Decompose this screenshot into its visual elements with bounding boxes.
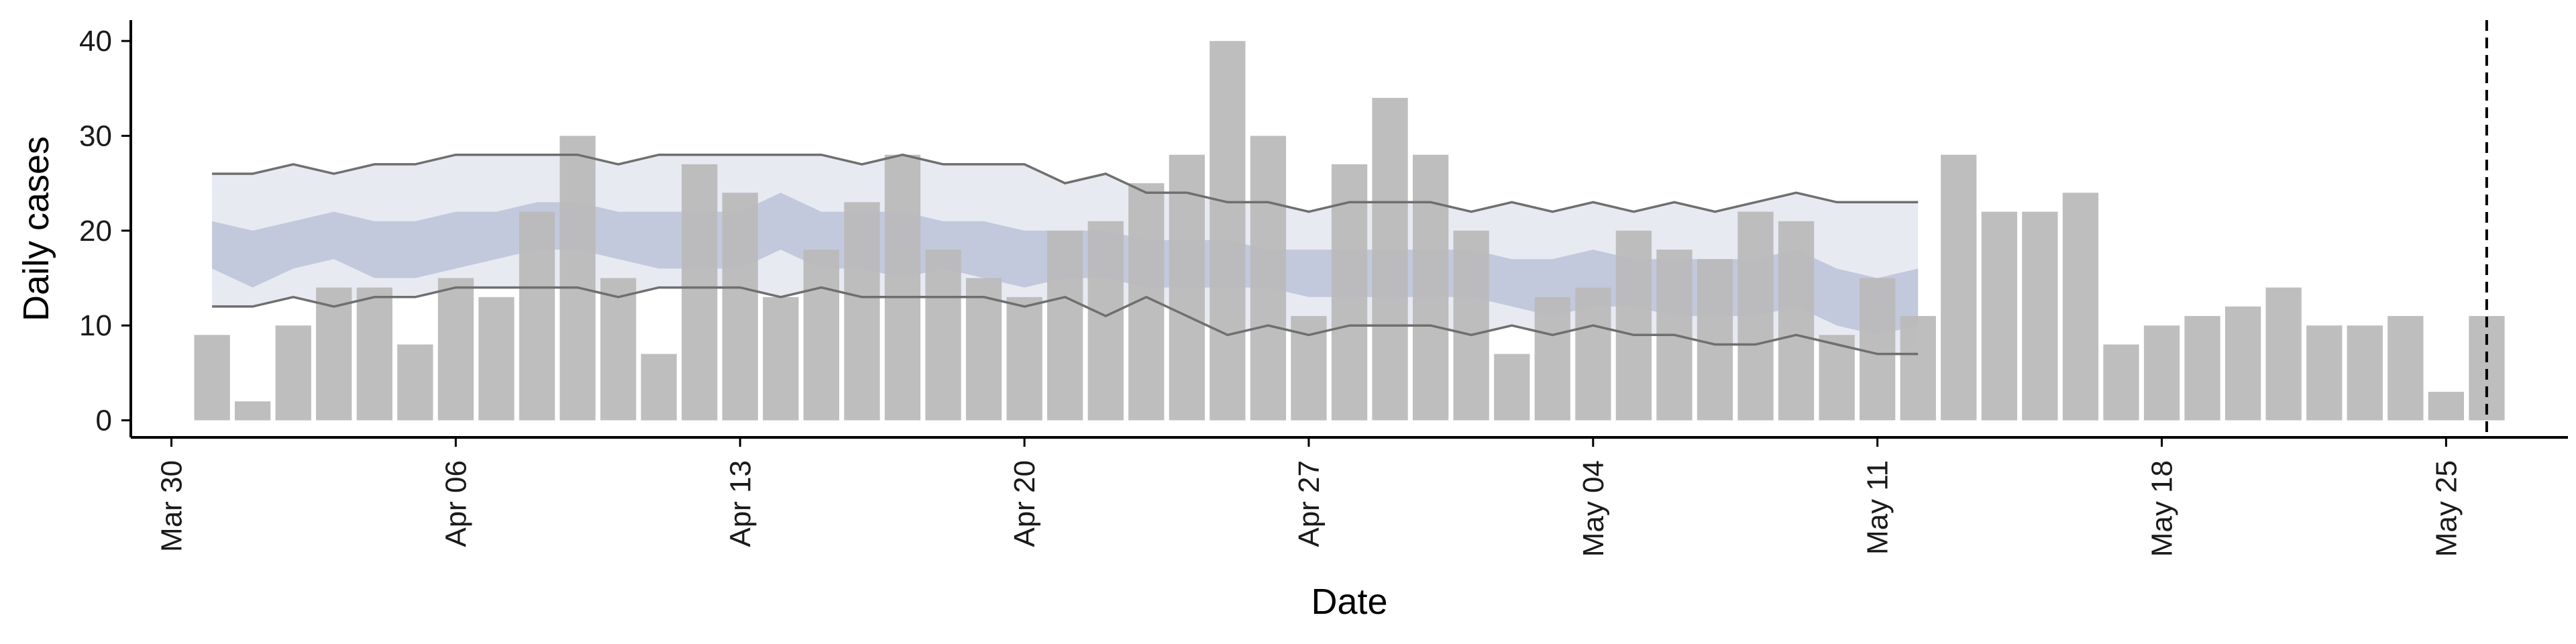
bar-2020-04-01 xyxy=(235,401,271,421)
bar-2020-04-30 xyxy=(1413,154,1449,421)
x-tick-label-2020-04-20: Apr 20 xyxy=(1008,460,1041,547)
bar-2020-05-05 xyxy=(1615,230,1652,421)
x-axis-title: Date xyxy=(1311,582,1387,622)
y-axis-title: Daily cases xyxy=(16,136,56,321)
y-tick-label-10: 10 xyxy=(79,309,112,342)
bar-2020-04-27 xyxy=(1291,316,1327,421)
x-tick-label-2020-05-18: May 18 xyxy=(2146,460,2179,557)
x-tick-label-2020-04-06: Apr 06 xyxy=(439,460,472,547)
bar-2020-05-18 xyxy=(2143,325,2180,421)
bar-2020-05-14 xyxy=(1981,211,2017,421)
bar-2020-05-20 xyxy=(2225,306,2261,421)
bar-2020-04-08 xyxy=(519,211,555,421)
bar-2020-05-03 xyxy=(1534,297,1570,421)
x-tick-label-2020-05-11: May 11 xyxy=(1862,460,1894,555)
bar-2020-05-01 xyxy=(1453,230,1489,421)
bar-2020-04-02 xyxy=(275,325,311,421)
bar-2020-05-04 xyxy=(1575,287,1611,421)
bar-2020-05-19 xyxy=(2184,316,2220,421)
bar-2020-05-21 xyxy=(2265,287,2302,421)
bar-2020-05-16 xyxy=(2062,193,2099,421)
bar-2020-05-25 xyxy=(2428,392,2464,421)
bar-2020-05-26 xyxy=(2469,316,2505,421)
bar-2020-05-12 xyxy=(1900,316,1936,421)
bar-2020-04-05 xyxy=(397,344,433,421)
bar-2020-05-10 xyxy=(1819,335,1855,421)
x-tick-label-2020-05-04: May 04 xyxy=(1577,460,1610,557)
bar-2020-04-21 xyxy=(1047,230,1083,421)
bar-2020-04-07 xyxy=(478,297,515,421)
y-tick-label-0: 0 xyxy=(96,405,112,437)
bar-2020-04-29 xyxy=(1372,97,1408,421)
bar-2020-05-08 xyxy=(1737,211,1774,421)
bar-2020-04-24 xyxy=(1169,154,1205,421)
bar-2020-04-20 xyxy=(1006,297,1042,421)
bar-2020-04-04 xyxy=(356,287,392,421)
bar-2020-04-09 xyxy=(559,136,596,421)
bar-2020-04-11 xyxy=(641,354,677,421)
bar-2020-05-22 xyxy=(2306,325,2343,421)
bar-2020-05-09 xyxy=(1778,221,1815,421)
bar-2020-04-22 xyxy=(1087,221,1124,421)
y-tick-label-20: 20 xyxy=(79,215,112,248)
bar-2020-04-14 xyxy=(763,297,799,421)
bar-2020-04-18 xyxy=(925,250,961,421)
bar-2020-04-03 xyxy=(316,287,352,421)
x-tick-label-2020-04-13: Apr 13 xyxy=(724,460,757,547)
bar-2020-04-06 xyxy=(437,278,474,421)
bar-2020-05-23 xyxy=(2347,325,2383,421)
y-tick-label-30: 30 xyxy=(79,119,112,152)
bar-2020-04-28 xyxy=(1331,164,1368,421)
y-tick-label-40: 40 xyxy=(79,25,112,58)
bar-2020-03-31 xyxy=(194,335,230,421)
bar-2020-04-13 xyxy=(722,193,758,421)
bar-2020-04-12 xyxy=(682,164,718,421)
y-ticks: 0 10 20 30 40 xyxy=(79,25,131,437)
bar-2020-04-10 xyxy=(600,278,637,421)
bar-2020-05-15 xyxy=(2022,211,2058,421)
x-ticks: Mar 30 Apr 06 Apr 13 Apr 20 Apr 27 May 04 May … xyxy=(156,437,2463,557)
upper-limit-line xyxy=(212,153,1919,213)
bar-2020-05-17 xyxy=(2103,344,2139,421)
x-tick-label-2020-03-30: Mar 30 xyxy=(156,460,189,552)
bar-2020-04-17 xyxy=(884,154,921,421)
bar-2020-04-16 xyxy=(844,202,880,421)
x-tick-label-2020-04-27: Apr 27 xyxy=(1293,460,1326,547)
band-limit-lines xyxy=(212,153,1919,356)
bars-group xyxy=(194,41,2505,421)
bar-2020-05-11 xyxy=(1860,278,1896,421)
bar-2020-05-13 xyxy=(1941,154,1977,421)
bar-2020-05-02 xyxy=(1494,354,1530,421)
bar-2020-04-26 xyxy=(1250,136,1287,421)
bar-2020-04-15 xyxy=(803,250,839,421)
bar-2020-05-07 xyxy=(1697,259,1733,421)
bar-2020-04-25 xyxy=(1210,41,1246,421)
x-tick-label-2020-05-25: May 25 xyxy=(2430,460,2463,557)
lower-limit-line xyxy=(212,286,1919,356)
bar-2020-05-24 xyxy=(2387,316,2424,421)
bar-2020-04-19 xyxy=(965,278,1002,421)
